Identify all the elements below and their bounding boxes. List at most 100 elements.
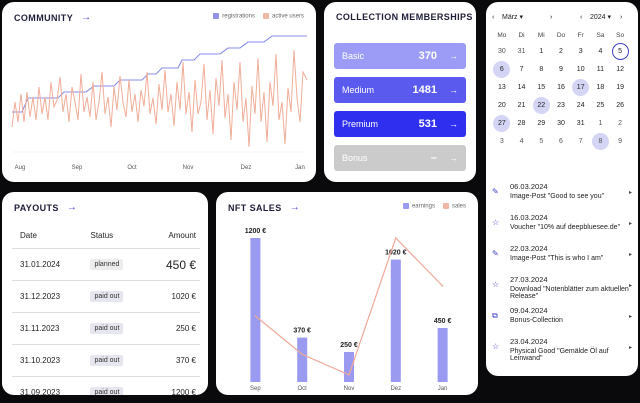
calendar-day[interactable]: 2: [559, 48, 563, 55]
table-row[interactable]: 31.12.2023 paid out 1020 €: [12, 280, 200, 313]
next-year-button[interactable]: ›: [620, 13, 623, 21]
calendar-header: ‹ März ▾ › ‹ 2024 ▾ ›: [492, 10, 632, 24]
arrow-right-icon[interactable]: →: [289, 202, 301, 213]
payouts-title[interactable]: PAYOUTS →: [14, 202, 78, 213]
weekday-label: Di: [518, 32, 525, 39]
chevron-down-icon: ▾: [519, 14, 524, 21]
calendar-grid: Mo Di Mi Do Fr Sa So 30 31 1 2 3 4 5 6 7 8 9 10 11 12 13 14 15 1…: [492, 30, 630, 150]
calendar-day[interactable]: 26: [616, 102, 625, 109]
calendar-day[interactable]: 27: [492, 115, 512, 132]
calendar-day[interactable]: 17: [571, 79, 591, 96]
bar-label-oct: 370 €: [293, 328, 311, 335]
calendar-day[interactable]: 21: [517, 102, 526, 109]
month-select[interactable]: März ▾: [502, 14, 524, 21]
event-date: 23.04.2024: [510, 337, 548, 346]
status-badge: paid out: [90, 355, 124, 366]
event-date: 22.03.2024: [510, 244, 548, 253]
calendar-day[interactable]: 28: [517, 120, 526, 127]
membership-basic-button[interactable]: Basic 370 →: [334, 43, 466, 69]
calendar-day[interactable]: 25: [596, 102, 605, 109]
calendar-day[interactable]: 24: [576, 102, 585, 109]
calendar-day[interactable]: 16: [557, 84, 565, 91]
bar-label-nov: 250 €: [340, 342, 358, 349]
calendar-day[interactable]: 5: [610, 43, 630, 60]
chevron-right-icon: ▸: [628, 221, 632, 227]
calendar-day[interactable]: 15: [537, 84, 546, 91]
payout-status: paid out: [89, 376, 145, 395]
membership-bonus-button[interactable]: Bonus – →: [334, 145, 466, 171]
event-item[interactable]: ⧉ 09.04.2024 Bonus-Collection ▸: [492, 306, 632, 337]
calendar-day[interactable]: 4: [598, 48, 603, 55]
x-tick-aug: Aug: [15, 165, 26, 171]
nft-legend: earnings sales: [402, 203, 466, 210]
calendar-day[interactable]: 4: [519, 138, 524, 145]
calendar-day[interactable]: 18: [596, 84, 605, 91]
payout-status: paid out: [89, 312, 145, 345]
status-badge: paid out: [90, 291, 124, 302]
calendar-day[interactable]: 14: [517, 84, 526, 91]
arrow-right-icon[interactable]: →: [66, 202, 78, 213]
calendar-day[interactable]: 6: [559, 138, 563, 145]
calendar-day[interactable]: 5: [539, 138, 544, 145]
calendar-day[interactable]: 31: [517, 48, 526, 55]
calendar-day[interactable]: 1: [539, 48, 544, 55]
calendar-day[interactable]: 7: [519, 66, 524, 73]
calendar-day[interactable]: 7: [578, 138, 583, 145]
table-row[interactable]: 31.01.2024 planned 450 €: [12, 248, 200, 281]
calendar-day[interactable]: 3: [499, 138, 504, 145]
calendar-day[interactable]: 23: [557, 102, 565, 109]
community-legend: registrations active users: [213, 13, 304, 20]
memberships-title: COLLECTION MEMBERSHIPS: [336, 12, 473, 22]
calendar-day[interactable]: 19: [616, 84, 625, 91]
calendar-day[interactable]: 29: [537, 120, 546, 127]
table-row[interactable]: 31.10.2023 paid out 370 €: [12, 344, 200, 377]
calendar-day[interactable]: 9: [559, 66, 563, 73]
calendar-day[interactable]: 1: [598, 120, 603, 127]
x-tick-dez: Dez: [241, 165, 252, 171]
calendar-day[interactable]: 10: [576, 66, 585, 73]
payouts-card: PAYOUTS → Date Status Amount 31.01.2024 p…: [2, 192, 208, 395]
calendar-day[interactable]: 8: [591, 133, 611, 150]
calendar-day[interactable]: 2: [618, 120, 623, 127]
event-item[interactable]: ✎ 22.03.2024 Image-Post "This is who I am"…: [492, 244, 632, 275]
pen-icon: ✎: [492, 249, 499, 258]
x-tick-oct: Oct: [127, 165, 137, 171]
calendar-day[interactable]: 13: [497, 84, 506, 91]
event-item[interactable]: ☆ 27.03.2024 Download "Notenblätter zum ak…: [492, 275, 632, 306]
community-title[interactable]: COMMUNITY →: [14, 12, 92, 23]
col-amount: Amount: [144, 222, 200, 249]
arrow-right-icon[interactable]: →: [81, 12, 92, 23]
calendar-day[interactable]: 30: [557, 120, 565, 127]
year-select[interactable]: 2024 ▾: [590, 14, 612, 21]
event-item[interactable]: ✎ 06.03.2024 Image-Post "Good to see you" ▸: [492, 182, 632, 213]
event-label: Image-Post "Good to see you": [510, 193, 605, 200]
calendar-day[interactable]: 20: [497, 102, 506, 109]
star-icon: ☆: [492, 280, 500, 289]
event-date: 06.03.2024: [510, 182, 548, 191]
x-tick-oct: Oct: [298, 386, 308, 392]
event-item[interactable]: ☆ 16.03.2024 Voucher "10% auf deepbluesee.…: [492, 213, 632, 244]
calendar-day[interactable]: 31: [576, 120, 585, 127]
calendar-day[interactable]: 3: [578, 48, 583, 55]
calendar-day[interactable]: 9: [618, 138, 623, 145]
calendar-day[interactable]: 22: [531, 97, 551, 114]
next-month-button[interactable]: ›: [550, 13, 553, 21]
nft-sales-title[interactable]: NFT SALES →: [228, 202, 301, 213]
membership-medium-button[interactable]: Medium 1481 →: [334, 77, 466, 103]
calendar-day[interactable]: 6: [492, 61, 512, 78]
calendar-day[interactable]: 11: [596, 66, 605, 73]
table-row[interactable]: 31.09.2023 paid out 1200 €: [12, 376, 200, 395]
payouts-table: Date Status Amount 31.01.2024 planned 450 …: [12, 222, 200, 395]
prev-month-button[interactable]: ‹: [492, 13, 495, 21]
event-item[interactable]: ☆ 23.04.2024 Physical Good "Gemälde Öl auf…: [492, 337, 632, 368]
membership-premium-button[interactable]: Premium 531 →: [334, 111, 466, 137]
calendar-day[interactable]: 12: [616, 66, 625, 73]
star-icon: ☆: [492, 342, 500, 351]
calendar-day[interactable]: 30: [497, 48, 506, 55]
prev-year-button[interactable]: ‹: [580, 13, 583, 21]
calendar-day[interactable]: 8: [539, 66, 544, 73]
x-tick-dez: Dez: [390, 386, 401, 392]
table-row[interactable]: 31.11.2023 paid out 250 €: [12, 312, 200, 345]
col-status: Status: [89, 222, 145, 249]
chevron-right-icon: ▸: [628, 252, 632, 258]
